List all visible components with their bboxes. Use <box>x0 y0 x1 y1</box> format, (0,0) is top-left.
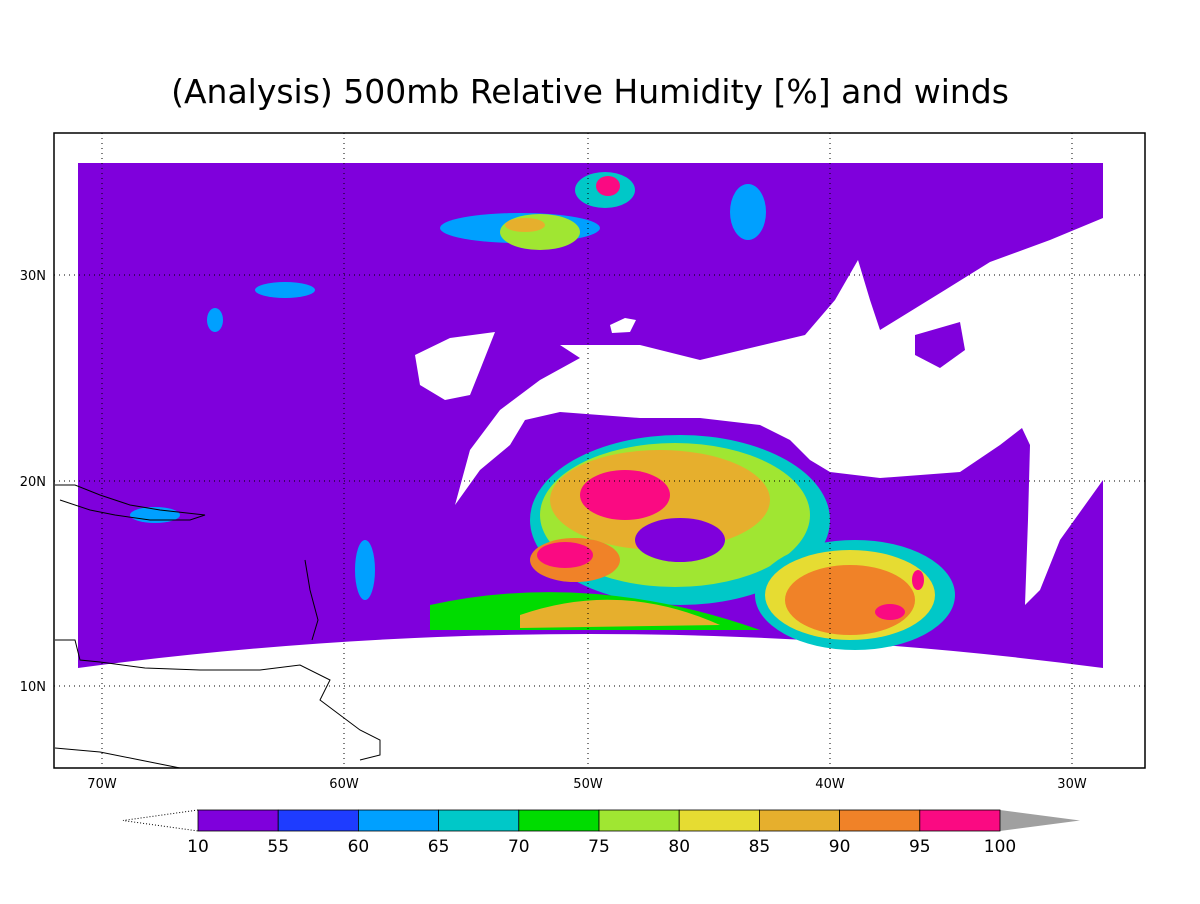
axis-labels: 70W 60W 50W 40W 30W 30N 20N 10N <box>20 269 1087 792</box>
colorbar-label: 75 <box>588 837 610 857</box>
colorbar-label: 80 <box>668 837 690 857</box>
colorbar-box <box>598 809 680 832</box>
moist-patch <box>915 322 965 368</box>
contour <box>500 214 580 250</box>
colorbar-label: 70 <box>508 837 530 857</box>
coastline <box>54 747 181 769</box>
lat-label: 20N <box>20 475 46 490</box>
dry-area <box>610 318 636 333</box>
colorbar-box <box>277 809 359 832</box>
lon-label: 40W <box>815 777 845 792</box>
under-arrow <box>122 809 199 832</box>
coastline <box>55 484 206 521</box>
contour <box>537 542 593 568</box>
contour <box>355 540 375 600</box>
colorbar-label: 60 <box>348 837 370 857</box>
colorbar-box <box>919 809 1001 832</box>
colorbar-box <box>357 809 439 832</box>
colorbar: 10 55 60 65 70 75 80 85 90 95 100 <box>122 809 1080 857</box>
coastline <box>55 639 381 761</box>
contour <box>596 176 620 196</box>
contour <box>635 518 725 562</box>
dry-area <box>415 332 495 400</box>
lat-label: 30N <box>20 269 46 284</box>
contour <box>520 599 720 628</box>
lon-label: 50W <box>573 777 603 792</box>
coastline <box>304 559 319 641</box>
contour <box>785 565 915 635</box>
contour <box>730 184 766 240</box>
title: (Analysis) 500mb Relative Humidity [%] a… <box>171 72 1009 111</box>
graticule <box>54 133 1145 768</box>
colorbar-label: 55 <box>267 837 289 857</box>
contour <box>207 308 223 332</box>
lon-label: 30W <box>1057 777 1087 792</box>
colorbar-label: 100 <box>984 837 1016 857</box>
colorbar-label: 10 <box>187 837 209 857</box>
map-frame <box>53 132 1146 769</box>
colorbar-box <box>197 809 279 832</box>
over-arrow <box>1000 810 1080 831</box>
colorbar-box <box>678 809 760 832</box>
colorbar-box <box>518 809 600 832</box>
contour <box>505 218 545 232</box>
colorbar-label: 90 <box>829 837 851 857</box>
lat-label: 10N <box>20 680 46 695</box>
contour <box>255 282 315 298</box>
contour <box>875 604 905 620</box>
contour <box>580 470 670 520</box>
dry-area <box>455 218 1103 605</box>
contour <box>912 570 924 590</box>
colorbar-box <box>839 809 921 832</box>
lon-label: 70W <box>87 777 117 792</box>
colorbar-label: 95 <box>909 837 931 857</box>
colorbar-box <box>438 809 520 832</box>
colorbar-label: 65 <box>428 837 450 857</box>
lon-label: 60W <box>329 777 359 792</box>
colorbar-label: 85 <box>749 837 771 857</box>
humidity-field <box>78 163 1103 668</box>
coastlines <box>54 484 381 769</box>
colorbar-box <box>759 809 841 832</box>
